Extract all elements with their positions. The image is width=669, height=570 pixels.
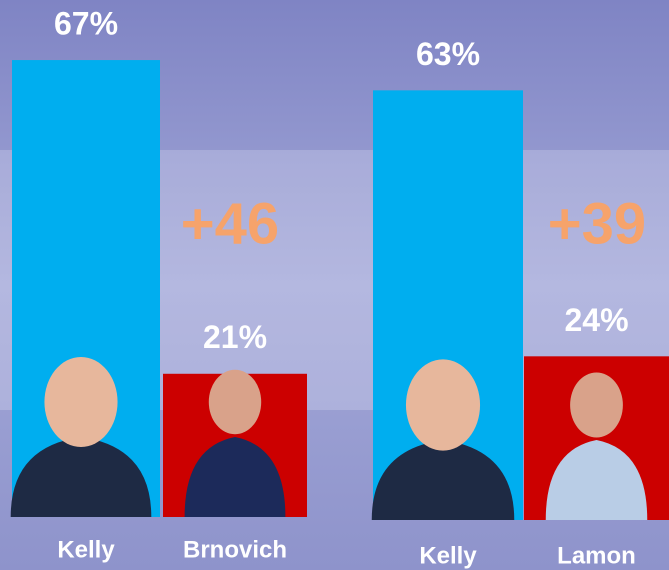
category-label: Kelly <box>419 542 477 569</box>
margin-annotation: +46 <box>181 191 279 256</box>
photo-head <box>570 372 623 438</box>
value-label: 67% <box>54 6 118 42</box>
photo-body <box>10 437 152 517</box>
photo-head <box>44 357 118 447</box>
photo-head <box>405 359 481 451</box>
value-label: 24% <box>564 302 628 338</box>
category-label: Brnovich <box>183 536 287 563</box>
photo-body <box>371 440 515 520</box>
category-label: Lamon <box>557 542 636 569</box>
value-label: 21% <box>203 319 267 355</box>
photo-head <box>208 369 262 435</box>
photo-body <box>184 437 286 517</box>
margin-annotation: +39 <box>548 191 646 256</box>
photo-body <box>545 440 648 520</box>
value-label: 63% <box>416 36 480 72</box>
category-label: Kelly <box>57 536 115 563</box>
